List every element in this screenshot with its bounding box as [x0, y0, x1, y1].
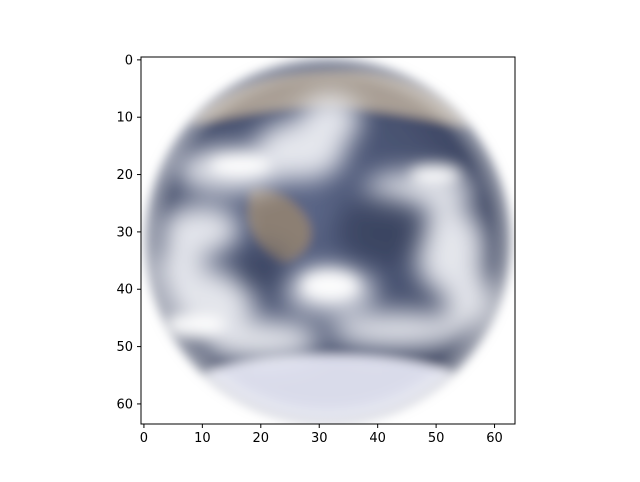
x-tick-label: 10 — [194, 431, 211, 446]
x-tick-label: 40 — [369, 431, 386, 446]
y-tick-label: 0 — [125, 53, 133, 68]
y-tick-label: 10 — [116, 111, 133, 126]
y-tick-label: 50 — [116, 340, 133, 355]
y-axis: 0 10 20 30 40 50 60 — [116, 53, 141, 412]
x-tick-label: 0 — [140, 431, 148, 446]
x-axis: 0 10 20 30 40 50 60 — [140, 424, 503, 446]
y-tick-label: 40 — [116, 283, 133, 298]
plot-area — [141, 57, 515, 424]
x-tick-label: 20 — [253, 431, 270, 446]
earth-image — [145, 58, 511, 424]
axes-frame — [140, 56, 516, 425]
y-tick-label: 60 — [116, 397, 133, 412]
y-tick-label: 20 — [116, 168, 133, 183]
x-tick-label: 50 — [428, 431, 445, 446]
y-tick-label: 30 — [116, 225, 133, 240]
x-tick-label: 30 — [311, 431, 328, 446]
x-tick-label: 60 — [486, 431, 503, 446]
